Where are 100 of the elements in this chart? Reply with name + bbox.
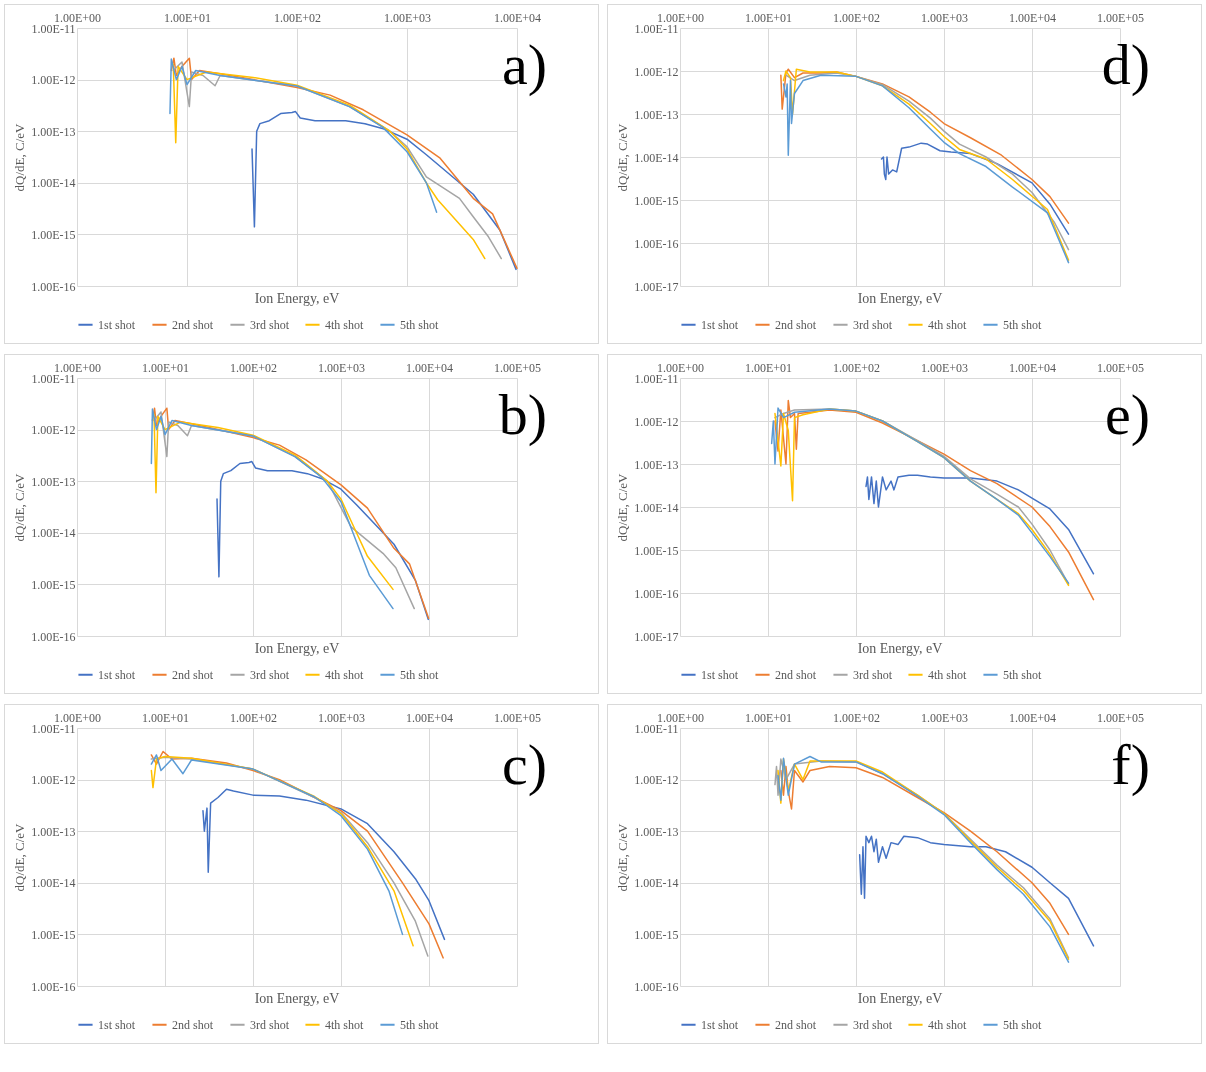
x-tick-label: 1.00E+02	[229, 360, 278, 375]
legend-label: 1st shot	[98, 317, 136, 332]
x-axis-title: Ion Energy, eV	[857, 291, 943, 306]
y-tick-label: 1.00E-15	[634, 927, 679, 942]
legend-label: 3rd shot	[250, 667, 290, 682]
x-tick-label: 1.00E+01	[744, 710, 793, 725]
y-axis-title: dQ/dE, C/eV	[615, 822, 631, 892]
x-tick-label: 1.00E+04	[1008, 360, 1057, 375]
x-axis-title: Ion Energy, eV	[857, 641, 943, 656]
y-tick-label: 1.00E-16	[634, 236, 679, 251]
x-tick-label: 1.00E+01	[744, 360, 793, 375]
legend-label: 2nd shot	[775, 317, 817, 332]
legend-label: 5th shot	[1003, 1017, 1042, 1032]
legend-label: 4th shot	[325, 317, 364, 332]
legend-label: 2nd shot	[775, 1017, 817, 1032]
x-tick-label: 1.00E+04	[405, 360, 454, 375]
y-axis-title: dQ/dE, C/eV	[12, 822, 28, 892]
legend-label: 3rd shot	[853, 1017, 893, 1032]
y-tick-label: 1.00E-12	[31, 423, 76, 438]
x-tick-label: 1.00E+01	[141, 710, 190, 725]
legend-label: 1st shot	[701, 317, 739, 332]
y-tick-label: 1.00E-13	[634, 457, 679, 472]
y-tick-label: 1.00E-12	[634, 64, 679, 79]
y-tick-label: 1.00E-17	[634, 629, 679, 644]
x-tick-label: 1.00E+05	[493, 710, 542, 725]
y-tick-label: 1.00E-14	[634, 150, 679, 165]
annotation: c)	[501, 732, 547, 797]
x-tick-label: 1.00E+02	[832, 710, 881, 725]
legend-label: 2nd shot	[172, 1017, 214, 1032]
x-axis-title: Ion Energy, eV	[254, 641, 340, 656]
legend-label: 4th shot	[325, 1017, 364, 1032]
x-tick-label: 1.00E+04	[493, 10, 542, 25]
legend-label: 1st shot	[98, 667, 136, 682]
legend-label: 4th shot	[928, 317, 967, 332]
annotation: d)	[1101, 32, 1150, 97]
y-tick-label: 1.00E-15	[31, 927, 76, 942]
legend-label: 4th shot	[325, 667, 364, 682]
y-tick-label: 1.00E-16	[31, 629, 76, 644]
legend-label: 1st shot	[701, 1017, 739, 1032]
y-tick-label: 1.00E-15	[634, 193, 679, 208]
y-tick-label: 1.00E-14	[31, 876, 76, 891]
y-tick-label: 1.00E-13	[634, 824, 679, 839]
x-tick-label: 1.00E+03	[317, 710, 366, 725]
x-tick-label: 1.00E+04	[1008, 710, 1057, 725]
x-tick-label: 1.00E+04	[405, 710, 454, 725]
legend-label: 2nd shot	[172, 667, 214, 682]
x-axis-title: Ion Energy, eV	[857, 991, 943, 1006]
y-tick-label: 1.00E-14	[634, 500, 679, 515]
x-tick-label: 1.00E+02	[832, 10, 881, 25]
y-tick-label: 1.00E-14	[31, 176, 76, 191]
legend-label: 2nd shot	[775, 667, 817, 682]
x-tick-label: 1.00E+05	[493, 360, 542, 375]
x-axis-title: Ion Energy, eV	[254, 291, 340, 306]
y-tick-label: 1.00E-16	[31, 979, 76, 994]
legend-label: 3rd shot	[853, 317, 893, 332]
x-tick-label: 1.00E+02	[273, 10, 322, 25]
y-tick-label: 1.00E-13	[31, 124, 76, 139]
y-tick-label: 1.00E-14	[634, 876, 679, 891]
y-tick-label: 1.00E-13	[31, 474, 76, 489]
x-tick-label: 1.00E+03	[920, 10, 969, 25]
x-tick-label: 1.00E+03	[920, 710, 969, 725]
y-tick-label: 1.00E-16	[31, 279, 76, 294]
y-tick-label: 1.00E-16	[634, 586, 679, 601]
y-tick-label: 1.00E-15	[31, 227, 76, 242]
y-axis-title: dQ/dE, C/eV	[12, 122, 28, 192]
y-axis-title: dQ/dE, C/eV	[12, 472, 28, 542]
x-axis-title: Ion Energy, eV	[254, 991, 340, 1006]
x-tick-label: 1.00E+01	[163, 10, 212, 25]
y-tick-label: 1.00E-12	[634, 773, 679, 788]
x-tick-label: 1.00E+03	[317, 360, 366, 375]
legend-label: 1st shot	[98, 1017, 136, 1032]
x-tick-label: 1.00E+02	[832, 360, 881, 375]
y-tick-label: 1.00E-15	[634, 543, 679, 558]
y-tick-label: 1.00E-14	[31, 526, 76, 541]
annotation: a)	[501, 32, 547, 97]
x-tick-label: 1.00E+01	[744, 10, 793, 25]
legend-label: 1st shot	[701, 667, 739, 682]
x-tick-label: 1.00E+03	[383, 10, 432, 25]
legend-label: 5th shot	[1003, 667, 1042, 682]
x-tick-label: 1.00E+02	[229, 710, 278, 725]
x-tick-label: 1.00E+05	[1096, 360, 1145, 375]
legend-label: 5th shot	[400, 667, 439, 682]
x-tick-label: 1.00E+01	[141, 360, 190, 375]
y-tick-label: 1.00E-12	[634, 414, 679, 429]
y-tick-label: 1.00E-16	[634, 979, 679, 994]
y-tick-label: 1.00E-13	[634, 107, 679, 122]
y-axis-title: dQ/dE, C/eV	[615, 472, 631, 542]
y-tick-label: 1.00E-12	[31, 73, 76, 88]
x-tick-label: 1.00E+05	[1096, 710, 1145, 725]
x-tick-label: 1.00E+03	[920, 360, 969, 375]
y-tick-label: 1.00E-13	[31, 824, 76, 839]
legend-label: 3rd shot	[250, 1017, 290, 1032]
annotation: f)	[1111, 732, 1150, 797]
y-tick-label: 1.00E-12	[31, 773, 76, 788]
legend-label: 3rd shot	[853, 667, 893, 682]
x-tick-label: 1.00E+04	[1008, 10, 1057, 25]
legend-label: 2nd shot	[172, 317, 214, 332]
legend-label: 4th shot	[928, 667, 967, 682]
y-tick-label: 1.00E-17	[634, 279, 679, 294]
x-tick-label: 1.00E+05	[1096, 10, 1145, 25]
